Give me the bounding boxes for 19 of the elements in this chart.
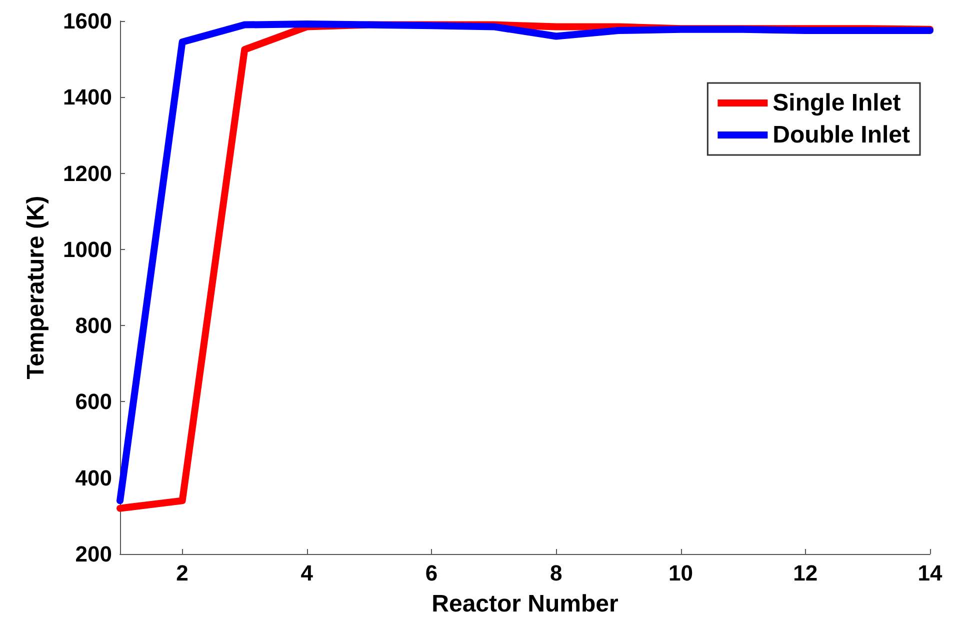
- legend-label: Single Inlet: [772, 90, 901, 116]
- y-tick-label: 1000: [63, 236, 112, 262]
- x-tick-label: 8: [550, 560, 562, 586]
- y-tick-label: 600: [75, 389, 112, 414]
- legend-label: Double Inlet: [772, 122, 910, 148]
- y-tick-label: 200: [75, 542, 112, 566]
- x-tick-label: 4: [300, 560, 314, 586]
- x-tick-label: 14: [918, 560, 943, 586]
- x-axis-title: Reactor Number: [432, 590, 618, 618]
- y-tick-label: 400: [75, 465, 112, 490]
- x-tick-label: 2: [176, 560, 188, 586]
- y-tick-label: 800: [75, 313, 112, 338]
- x-tick-label: 12: [793, 560, 818, 586]
- x-tick-label: 10: [668, 560, 694, 586]
- y-tick-label: 1200: [63, 160, 112, 186]
- y-axis-title: Temperature (K): [22, 196, 50, 380]
- y-tick-label: 1400: [63, 84, 112, 110]
- x-tick-label: 6: [425, 560, 438, 586]
- y-tick-label: 1600: [63, 8, 112, 34]
